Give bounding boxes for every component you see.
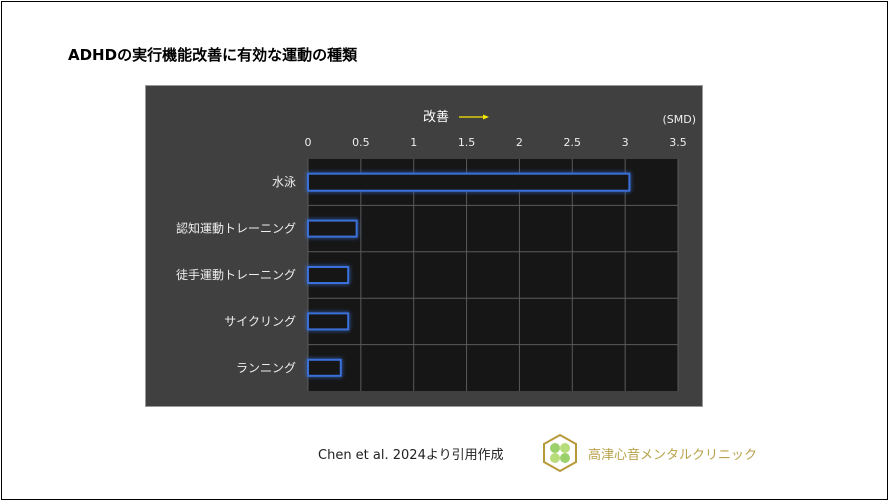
bar: [307, 266, 350, 284]
chart-panel: 0 0.5 1 1.5 2 2.5 3 3.5 水泳認知運動トレーニング 徒手運動トレーニングサイ…: [145, 85, 703, 407]
x-tick-label: 0: [305, 136, 312, 149]
citation: Chen et al. 2024より引用作成: [318, 448, 504, 463]
slide-title: ADHDの実行機能改善に有効な運動の種類: [68, 46, 358, 64]
axis-title: 改善: [423, 109, 449, 125]
bar: [307, 172, 631, 192]
bar: [307, 219, 358, 238]
bar: [307, 358, 342, 377]
category-label: ランニング: [236, 361, 296, 375]
x-tick-label: 1.5: [458, 136, 476, 149]
x-tick-label: 0.5: [352, 136, 370, 149]
x-tick-label: 3: [622, 136, 629, 149]
category-label: 認知運動トレーニング: [176, 221, 296, 236]
x-tick-label: 1: [410, 136, 417, 149]
clinic-name: 高津心音メンタルクリニック: [588, 448, 758, 463]
x-tick-label: 3.5: [669, 136, 687, 149]
category-label: 徒手運動トレーニング: [176, 268, 296, 282]
plot-area: [308, 159, 678, 391]
x-tick-label: 2: [516, 136, 523, 149]
category-label: 水泳: [272, 175, 296, 189]
unit-label: (SMD): [662, 113, 696, 126]
bar: [307, 312, 350, 331]
category-label: サイクリング: [224, 314, 296, 328]
x-tick-label: 2.5: [564, 136, 582, 149]
bar-chart: 0 0.5 1 1.5 2 2.5 3 3.5 水泳認知運動トレーニング徒手運動トレーニングサイ…: [176, 109, 696, 391]
arrow-right-icon: [483, 114, 489, 120]
